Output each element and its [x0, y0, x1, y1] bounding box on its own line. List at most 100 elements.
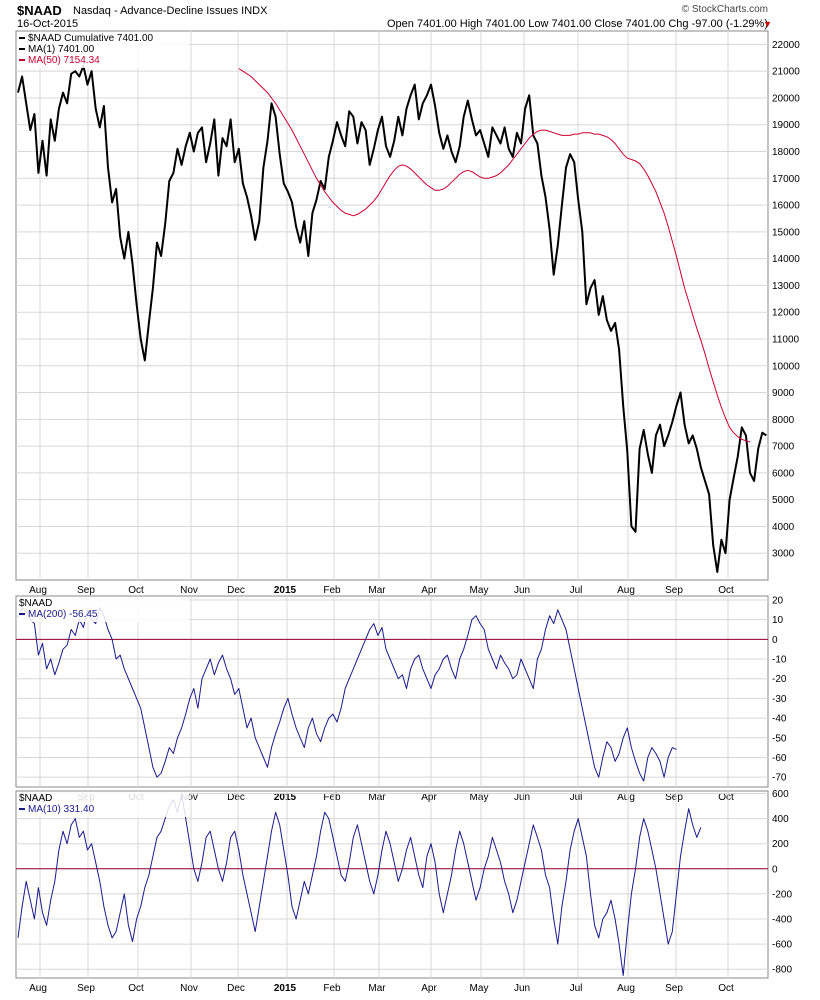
- legend-entry: $NAAD: [19, 793, 52, 804]
- y-tick-label: -40: [772, 714, 787, 725]
- month-label: Nov: [180, 983, 198, 994]
- y-tick-label: -10: [772, 655, 787, 666]
- month-label: Oct: [718, 983, 734, 994]
- month-label: Jun: [514, 792, 530, 803]
- month-label: Sep: [77, 983, 95, 994]
- legend-entry: MA(200) -56.45: [28, 609, 98, 620]
- stockcharts-credit[interactable]: © StockCharts.com: [681, 4, 768, 15]
- month-label: Sep: [665, 585, 683, 596]
- month-label: Oct: [128, 585, 144, 596]
- y-tick-label: 4000: [772, 522, 795, 533]
- month-label: Feb: [323, 585, 341, 596]
- y-tick-label: 10: [772, 615, 784, 626]
- y-tick-label: 15000: [772, 227, 800, 238]
- down-arrow-icon: ▼: [763, 19, 772, 29]
- month-label: Aug: [617, 983, 635, 994]
- y-tick-label: 18000: [772, 147, 800, 158]
- y-tick-label: 3000: [772, 549, 795, 560]
- y-tick-label: 21000: [772, 67, 800, 78]
- month-label: Jul: [570, 585, 583, 596]
- panel-frame: [15, 30, 769, 581]
- y-tick-label: -30: [772, 694, 787, 705]
- legend-bg: [17, 792, 189, 817]
- series-line-ma-1-: [17, 64, 767, 573]
- y-tick-label: 16000: [772, 201, 800, 212]
- month-label: 2015: [274, 983, 297, 994]
- month-label: Aug: [29, 983, 47, 994]
- y-tick-label: 200: [772, 839, 789, 850]
- month-label: Oct: [718, 792, 734, 803]
- y-tick-label: 0: [772, 864, 778, 875]
- month-label: Oct: [718, 585, 734, 596]
- y-tick-label: 17000: [772, 174, 800, 185]
- series-line-ma-200-: [17, 607, 677, 782]
- month-label: Jun: [514, 983, 530, 994]
- y-tick-label: 5000: [772, 495, 795, 506]
- y-tick-label: -50: [772, 733, 787, 744]
- y-tick-label: 22000: [772, 40, 800, 51]
- y-tick-label: 7000: [772, 442, 795, 453]
- month-label: Aug: [617, 792, 635, 803]
- symbol-description: Nasdaq - Advance-Decline Issues INDX: [73, 5, 268, 17]
- month-label: Apr: [421, 585, 437, 596]
- ohlc-summary: Open 7401.00 High 7401.00 Low 7401.00 Cl…: [387, 18, 768, 30]
- legend-bg: [17, 597, 189, 622]
- month-label: Sep: [665, 983, 683, 994]
- month-label: Jul: [570, 983, 583, 994]
- month-label: Mar: [368, 585, 386, 596]
- panel-1: 3000 4000 5000 6000 7000 8000 9000 10000 11000 12…: [15, 30, 800, 596]
- y-tick-label: -70: [772, 773, 787, 784]
- month-label: Aug: [29, 585, 47, 596]
- chart-date: 16-Oct-2015: [17, 18, 79, 30]
- month-label: Feb: [323, 983, 341, 994]
- y-tick-label: 13000: [772, 281, 800, 292]
- month-label: Dec: [227, 983, 245, 994]
- legend-bg: [17, 32, 189, 68]
- y-tick-label: 0: [772, 635, 778, 646]
- y-tick-label: 600: [772, 789, 789, 800]
- series-line-ma-50-: [238, 68, 751, 443]
- month-label: May: [470, 983, 489, 994]
- month-label: Dec: [227, 792, 245, 803]
- y-tick-label: 14000: [772, 254, 800, 265]
- month-label: Jun: [514, 585, 530, 596]
- month-label: Sep: [665, 792, 683, 803]
- month-label: Sep: [77, 585, 95, 596]
- month-label: May: [470, 585, 489, 596]
- month-label: 2015: [274, 792, 297, 803]
- legend-entry: MA(1) 7401.00: [28, 44, 95, 55]
- legend-entry: MA(50) 7154.34: [28, 55, 100, 66]
- y-tick-label: 11000: [772, 334, 800, 345]
- month-label: Nov: [180, 585, 198, 596]
- y-tick-label: -60: [772, 753, 787, 764]
- y-tick-label: 10000: [772, 361, 800, 372]
- month-label: Oct: [128, 983, 144, 994]
- y-tick-label: 20: [772, 595, 784, 606]
- legend-entry: $NAAD Cumulative 7401.00: [28, 33, 154, 44]
- month-label: Apr: [421, 983, 437, 994]
- y-tick-label: 6000: [772, 468, 795, 479]
- symbol-title: $NAAD: [17, 3, 62, 18]
- y-tick-label: 8000: [772, 415, 795, 426]
- y-tick-label: -600: [772, 940, 792, 951]
- y-tick-label: -20: [772, 674, 787, 685]
- y-tick-label: -200: [772, 889, 792, 900]
- y-tick-label: -800: [772, 965, 792, 976]
- y-tick-label: 400: [772, 814, 789, 825]
- legend-entry: MA(10) 331.40: [28, 804, 95, 815]
- y-tick-label: 20000: [772, 93, 800, 104]
- month-label: May: [470, 792, 489, 803]
- month-label: Mar: [368, 792, 386, 803]
- month-label: Apr: [421, 792, 437, 803]
- panel-frame: [15, 790, 769, 979]
- y-tick-label: 9000: [772, 388, 795, 399]
- y-tick-label: -400: [772, 915, 792, 926]
- month-label: 2015: [274, 585, 297, 596]
- legend-entry: $NAAD: [19, 598, 52, 609]
